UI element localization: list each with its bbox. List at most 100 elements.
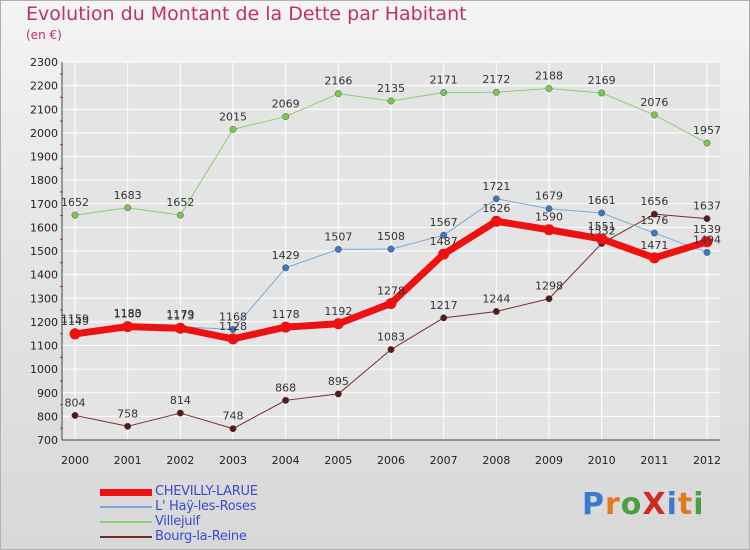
data-label: 1661 xyxy=(588,194,616,207)
x-tick-label: 2006 xyxy=(377,454,405,467)
data-point xyxy=(229,326,237,333)
x-tick-label: 2002 xyxy=(166,454,194,467)
y-tick-label: 2300 xyxy=(30,56,58,69)
data-point xyxy=(440,314,448,322)
legend-swatch-lhay xyxy=(100,506,152,508)
data-point xyxy=(703,215,711,223)
data-label: 804 xyxy=(65,396,86,409)
x-tick-label: 2005 xyxy=(324,454,352,467)
x-tick-label: 2004 xyxy=(272,454,300,467)
data-point xyxy=(71,211,79,219)
logo-letter: i xyxy=(666,487,678,522)
data-label: 1508 xyxy=(377,230,405,243)
data-label: 1507 xyxy=(324,230,352,243)
legend-swatch-chevilly xyxy=(100,488,152,496)
data-point xyxy=(227,333,239,345)
data-label: 1159 xyxy=(61,313,89,326)
data-label: 758 xyxy=(117,407,138,420)
data-point xyxy=(598,209,606,217)
data-point xyxy=(71,412,79,419)
data-point xyxy=(229,425,237,433)
data-label: 2135 xyxy=(377,82,405,95)
legend-label-lhay: L' Haÿ-les-Roses xyxy=(155,499,257,514)
data-point xyxy=(545,85,553,92)
data-point xyxy=(545,205,553,213)
data-label: 1180 xyxy=(114,308,142,321)
data-point xyxy=(282,113,290,120)
data-point xyxy=(492,308,500,315)
data-label: 1179 xyxy=(166,308,194,321)
data-point xyxy=(492,195,500,203)
data-label: 1128 xyxy=(219,320,247,333)
logo-letter: i xyxy=(693,487,705,522)
data-point xyxy=(124,422,132,430)
data-label: 1567 xyxy=(430,216,458,229)
data-point xyxy=(176,409,184,417)
data-label: 1626 xyxy=(482,202,510,215)
data-point xyxy=(650,111,658,119)
x-tick-label: 2000 xyxy=(61,454,89,467)
y-tick-label: 1600 xyxy=(30,221,58,234)
y-tick-label: 1100 xyxy=(30,340,58,353)
x-tick-label: 2009 xyxy=(535,454,563,467)
data-label: 1679 xyxy=(535,190,563,203)
data-label: 1471 xyxy=(640,239,668,252)
data-label: 2188 xyxy=(535,69,563,82)
data-label: 1183 xyxy=(114,307,142,320)
legend-label-chevilly: CHEVILLY-LARUE xyxy=(155,484,258,499)
data-point xyxy=(334,90,342,98)
logo-letter: X xyxy=(642,487,667,522)
data-label: 1149 xyxy=(61,315,89,328)
data-point xyxy=(387,346,395,353)
data-point xyxy=(280,321,292,333)
data-label: 814 xyxy=(170,394,191,407)
logo-letter: P xyxy=(582,487,605,522)
x-tick-label: 2010 xyxy=(588,454,616,467)
data-point xyxy=(543,224,555,236)
data-label: 1683 xyxy=(114,189,142,202)
data-label: 1083 xyxy=(377,331,405,344)
data-label: 1590 xyxy=(535,211,563,224)
logo-letter: t xyxy=(677,487,694,522)
data-label: 1217 xyxy=(430,299,458,312)
data-label: 2069 xyxy=(272,98,300,111)
data-label: 1576 xyxy=(640,214,668,227)
data-point xyxy=(69,328,81,340)
data-label: 1178 xyxy=(272,308,300,321)
data-point xyxy=(176,211,184,219)
data-label: 868 xyxy=(275,381,296,394)
data-label: 2172 xyxy=(482,73,510,86)
y-tick-label: 1400 xyxy=(30,269,58,282)
data-point xyxy=(492,88,500,96)
data-point xyxy=(174,322,186,334)
y-tick-label: 1000 xyxy=(30,363,58,376)
legend-item-lhay: L' Haÿ-les-Roses xyxy=(100,499,360,515)
legend-label-villejuif: Villejuif xyxy=(155,514,200,529)
legend-item-bourg: Bourg-la-Reine xyxy=(100,529,360,545)
data-point xyxy=(122,321,134,333)
data-label: 2166 xyxy=(324,75,352,88)
data-point xyxy=(703,249,711,256)
legend-item-villejuif: Villejuif xyxy=(100,514,360,530)
data-label: 2076 xyxy=(640,96,668,109)
x-tick-label: 2007 xyxy=(430,454,458,467)
proxiti-logo: ProXiti xyxy=(582,487,705,522)
data-point xyxy=(545,295,553,303)
data-label: 1652 xyxy=(166,196,194,209)
chart-title: Evolution du Montant de la Dette par Hab… xyxy=(26,3,467,25)
y-tick-label: 1500 xyxy=(30,245,58,258)
data-point xyxy=(650,229,658,237)
y-tick-label: 1800 xyxy=(30,174,58,187)
logo-letter: o xyxy=(620,487,643,522)
data-label: 1244 xyxy=(482,292,510,305)
legend-label-bourg: Bourg-la-Reine xyxy=(155,529,247,544)
data-point xyxy=(332,318,344,330)
y-tick-label: 1700 xyxy=(30,198,58,211)
y-tick-label: 800 xyxy=(37,410,58,423)
data-label: 1957 xyxy=(693,124,721,137)
data-point xyxy=(282,264,290,272)
data-point xyxy=(648,252,660,264)
data-label: 1652 xyxy=(61,196,89,209)
chart-subtitle: (en €) xyxy=(26,28,62,42)
data-point xyxy=(438,248,450,260)
